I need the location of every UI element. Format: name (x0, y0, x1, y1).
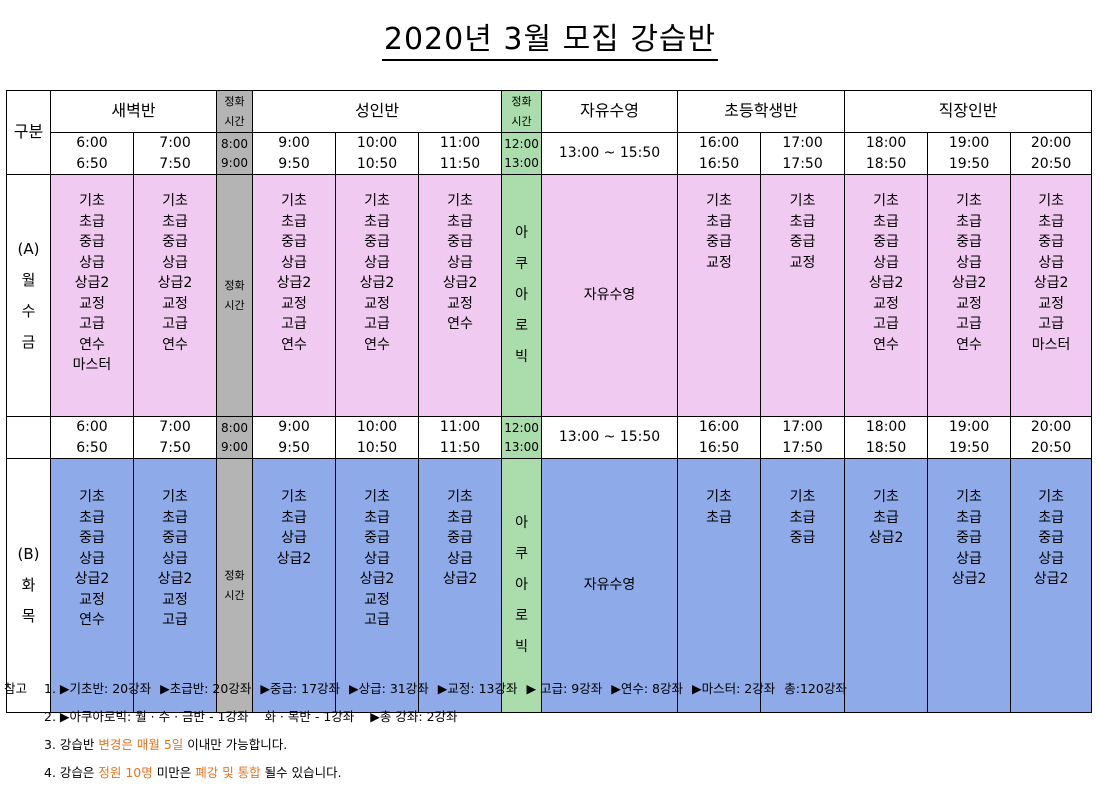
time-row-label (6, 416, 51, 459)
time-elementary-1: 17:00 17:50 (760, 416, 846, 459)
note-1-item: ▶ 고급: 9강좌 (526, 681, 603, 696)
group_b-class-col-6: 기초 초급 중급 (760, 458, 846, 713)
time-dawn-1: 7:00 7:50 (132, 132, 218, 175)
group_a-class-col-2: 기초 초급 중급 상급 상급2 교정 고급 연수 (252, 174, 337, 417)
time-free-swim: 13:00 ~ 15:50 (541, 132, 679, 175)
note-1-item: ▶교정: 13강좌 (437, 681, 518, 696)
time-adult-0: 9:00 9:50 (252, 132, 337, 175)
time-elementary-0: 16:00 16:50 (677, 416, 762, 459)
page-title: 2020년 3월 모집 강습반 (0, 14, 1100, 61)
dawn-header: 새벽반 (49, 90, 218, 133)
time-break-2: 12:00 13:00 (501, 132, 543, 175)
group-a-label: (A) 월 수 금 (6, 174, 51, 417)
notes-line-2: 2. ▶아쿠아로빅: 월 · 수 · 금반 - 1강좌 화 · 목반 - 1강좌 ▶… (44, 706, 474, 725)
note-2-item: 화 · 목반 - 1강좌 (264, 709, 355, 724)
group_b-break-cell: 정화 시간 (216, 458, 254, 713)
time-dawn-0: 6:00 6:50 (50, 416, 134, 459)
group_b-class-col-5: 기초 초급 (677, 458, 762, 713)
group_b-class-col-4: 기초 초급 중급 상급 상급2 (418, 458, 503, 713)
free-swim-header: 자유수영 (541, 90, 679, 133)
time-worker-0: 18:00 18:50 (844, 132, 929, 175)
group_a-class-col-8: 기초 초급 중급 상급 상급2 교정 고급 연수 (927, 174, 1012, 417)
group_a-class-col-6: 기초 초급 중급 교정 (760, 174, 846, 417)
group_a-break-cell: 정화 시간 (216, 174, 254, 417)
note-1-item: ▶중급: 17강좌 (260, 681, 341, 696)
group_a-free-swim: 자유수영 (541, 174, 679, 417)
time-elementary-0: 16:00 16:50 (677, 132, 762, 175)
note-1-item: ▶상급: 31강좌 (349, 681, 429, 696)
group_b-class-col-3: 기초 초급 중급 상급 상급2 교정 고급 (335, 458, 420, 713)
time-adult-1: 10:00 10:50 (335, 132, 420, 175)
time-worker-1: 19:00 19:50 (927, 416, 1012, 459)
time-adult-1: 10:00 10:50 (335, 416, 420, 459)
time-worker-1: 19:00 19:50 (927, 132, 1012, 175)
elementary-header: 초등학생반 (677, 90, 846, 133)
time-worker-0: 18:00 18:50 (844, 416, 929, 459)
group_a-class-col-5: 기초 초급 중급 교정 (677, 174, 762, 417)
group_b-free-swim: 자유수영 (541, 458, 679, 713)
time-adult-2: 11:00 11:50 (418, 416, 503, 459)
time-worker-2: 20:00 20:50 (1010, 132, 1093, 175)
note-1-item: ▶연수: 8강좌 (611, 681, 683, 696)
notes-line-3: 3. 강습반 변경은 매월 5일 이내만 가능합니다. (44, 737, 288, 752)
group_a-class-col-4: 기초 초급 중급 상급 상급2 교정 연수 (418, 174, 503, 417)
group_b-class-col-8: 기초 초급 중급 상급 상급2 (927, 458, 1012, 713)
group_b-class-col-0: 기초 초급 중급 상급 상급2 교정 연수 (50, 458, 134, 713)
time-worker-2: 20:00 20:50 (1010, 416, 1093, 459)
schedule-table: 구분 새벽반 정화 시간 성인반 정화 시간 자유수영 초등학생반 직장인반 6:0… (6, 90, 1093, 713)
group_a-class-col-7: 기초 초급 중급 상급 상급2 교정 고급 연수 (844, 174, 929, 417)
notes-line-1: 참고 1. ▶기초반: 20강좌 ▶초급반: 20강좌 ▶중급: 17강좌 ▶상급: 3… (4, 678, 856, 697)
time-dawn-0: 6:00 6:50 (50, 132, 134, 175)
category-header: 구분 (6, 90, 51, 175)
break-header-1: 정화 시간 (216, 90, 254, 133)
group_b-class-col-7: 기초 초급 상급2 (844, 458, 929, 713)
group_b-class-col-2: 기초 초급 상급 상급2 (252, 458, 337, 713)
time-break-1: 8:00 9:00 (216, 132, 254, 175)
notes-label: 참고 (4, 681, 28, 696)
time-break-1: 8:00 9:00 (216, 416, 254, 459)
group_b-class-col-9: 기초 초급 중급 상급 상급2 (1010, 458, 1093, 713)
group_a-class-col-0: 기초 초급 중급 상급 상급2 교정 고급 연수 마스터 (50, 174, 134, 417)
break-header-2: 정화 시간 (501, 90, 543, 133)
worker-header: 직장인반 (844, 90, 1093, 133)
time-break-2: 12:00 13:00 (501, 416, 543, 459)
time-elementary-1: 17:00 17:50 (760, 132, 846, 175)
time-free-swim: 13:00 ~ 15:50 (541, 416, 679, 459)
group_b-class-col-1: 기초 초급 중급 상급 상급2 교정 고급 (132, 458, 218, 713)
time-adult-0: 9:00 9:50 (252, 416, 337, 459)
time-dawn-1: 7:00 7:50 (132, 416, 218, 459)
note-2-item: 2. ▶아쿠아로빅: 월 · 수 · 금반 - 1강좌 (44, 709, 249, 724)
note-2-item: ▶총 강좌: 2강좌 (370, 709, 458, 724)
adult-header: 성인반 (252, 90, 503, 133)
note-1-item: ▶마스터: 2강좌 (691, 681, 776, 696)
note-1-item: ▶초급반: 20강좌 (160, 681, 252, 696)
notes-line-4: 4. 강습은 정원 10명 미만은 폐강 및 통합 될수 있습니다. (44, 765, 342, 780)
note-1-item: 총:120강좌 (784, 681, 847, 696)
group_a-class-col-9: 기초 초급 중급 상급 상급2 교정 고급 마스터 (1010, 174, 1093, 417)
group-b-label: (B) 화 목 (6, 458, 51, 713)
group_a-class-col-1: 기초 초급 중급 상급 상급2 교정 고급 연수 (132, 174, 218, 417)
time-adult-2: 11:00 11:50 (418, 132, 503, 175)
note-1-item: 1. ▶기초반: 20강좌 (44, 681, 152, 696)
group_a-class-col-3: 기초 초급 중급 상급 상급2 교정 고급 연수 (335, 174, 420, 417)
